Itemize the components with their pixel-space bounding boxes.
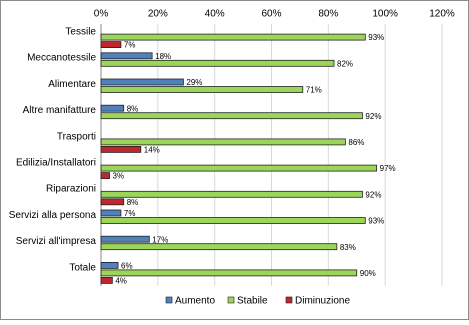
bar	[100, 59, 335, 67]
value-label: 8%	[127, 104, 139, 113]
value-label: 82%	[337, 59, 353, 68]
bar	[100, 172, 110, 180]
bar	[100, 190, 363, 198]
bar	[100, 209, 122, 217]
bar	[100, 33, 366, 41]
x-tick-label: 0%	[94, 9, 109, 20]
y-tick-label: Meccanotessile	[27, 53, 96, 64]
value-label: 93%	[368, 33, 384, 42]
bar	[100, 86, 304, 93]
x-tick-label: 120%	[429, 9, 455, 20]
bar	[100, 138, 346, 146]
bar	[100, 145, 142, 153]
y-tick-label: Tessile	[65, 27, 96, 38]
bar	[100, 235, 150, 243]
value-label: 71%	[306, 86, 322, 95]
y-tick-label: Altre manifatture	[23, 105, 97, 116]
bar	[100, 198, 125, 206]
bar	[100, 52, 153, 60]
x-tick-label: 40%	[205, 9, 225, 20]
value-label: 97%	[380, 164, 396, 173]
bar	[100, 112, 363, 120]
bar	[100, 217, 366, 224]
y-tick-label: Riparazioni	[46, 184, 96, 195]
value-label: 8%	[127, 198, 139, 207]
value-label: 18%	[155, 52, 171, 61]
bar	[100, 269, 358, 277]
bar	[100, 276, 113, 284]
value-label: 17%	[152, 235, 168, 244]
y-tick-label: Alimentare	[48, 79, 96, 90]
value-label: 29%	[186, 78, 202, 87]
value-label: 92%	[365, 112, 381, 121]
bar	[100, 243, 338, 251]
legend-label: Stabile	[237, 296, 268, 307]
value-label: 14%	[144, 146, 160, 155]
x-tick-label: 20%	[148, 9, 168, 20]
legend-label: Aumento	[175, 296, 215, 307]
x-tick-label: 80%	[318, 9, 338, 20]
y-tick-label: Servizi alla persona	[9, 210, 97, 221]
value-label: 7%	[124, 209, 136, 218]
value-label: 7%	[124, 41, 136, 50]
bar	[100, 41, 122, 48]
value-label: 90%	[360, 269, 376, 278]
y-tick-label: Trasporti	[57, 131, 96, 142]
bar	[100, 164, 378, 172]
legend-swatch	[227, 296, 235, 304]
x-tick-label: 100%	[372, 9, 398, 20]
bar	[100, 78, 184, 86]
value-label: 6%	[121, 262, 133, 271]
bar	[100, 261, 119, 269]
value-label: 93%	[368, 217, 384, 226]
y-tick-label: Edilizia/Installatori	[16, 158, 96, 169]
value-label: 4%	[115, 277, 127, 286]
value-label: 83%	[340, 243, 356, 252]
legend-swatch	[165, 296, 173, 304]
value-label: 86%	[348, 138, 364, 147]
value-label: 3%	[113, 172, 125, 181]
bar	[100, 104, 125, 112]
legend-swatch	[285, 296, 293, 304]
value-label: 92%	[365, 190, 381, 199]
y-tick-label: Totale	[69, 262, 96, 273]
y-tick-label: Servizi all'impresa	[16, 236, 97, 247]
legend-label: Diminuzione	[295, 296, 350, 307]
x-tick-label: 60%	[261, 9, 281, 20]
